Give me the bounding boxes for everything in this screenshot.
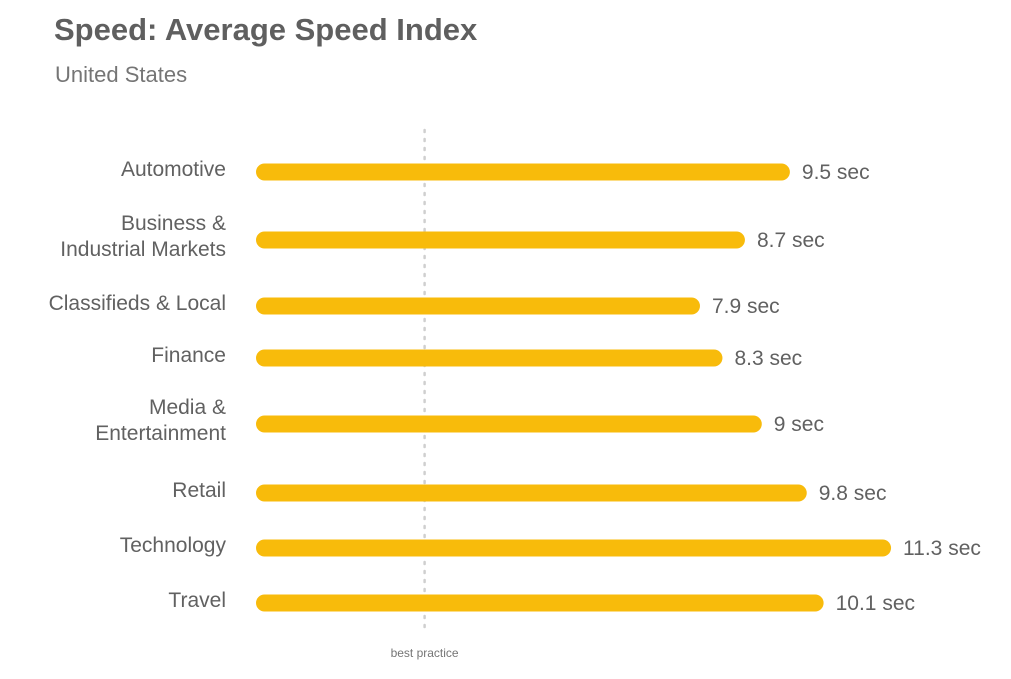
bar-3 — [256, 349, 723, 367]
category-label-6: Technology — [120, 534, 227, 557]
bar-1 — [256, 231, 745, 249]
bar-5 — [256, 484, 807, 502]
category-label-4: Media & Entertainment — [95, 396, 226, 445]
bar-4 — [256, 415, 762, 433]
value-label-5: 9.8 sec — [819, 482, 887, 505]
bar-0 — [256, 163, 790, 181]
chart-title: Speed: Average Speed Index — [54, 12, 478, 47]
value-label-1: 8.7 sec — [757, 229, 825, 252]
best-practice-label: best practice — [391, 646, 459, 660]
value-label-7: 10.1 sec — [836, 592, 915, 615]
category-label-5: Retail — [172, 479, 226, 502]
value-label-4: 9 sec — [774, 413, 824, 436]
bar-7 — [256, 594, 824, 612]
bar-2 — [256, 297, 700, 315]
reference-layer: best practice — [391, 128, 459, 660]
value-label-2: 7.9 sec — [712, 295, 780, 318]
category-label-0: Automotive — [121, 158, 226, 181]
category-label-7: Travel — [168, 589, 226, 612]
category-label-1: Business & Industrial Markets — [60, 212, 226, 261]
category-label-3: Finance — [151, 344, 226, 367]
bar-6 — [256, 539, 892, 557]
category-label-2: Classifieds & Local — [49, 292, 226, 315]
chart-subtitle: United States — [55, 62, 188, 87]
bars-layer — [256, 163, 892, 612]
labels-layer: 9.5 sec Automotive 8.7 sec Business & Indust… — [49, 158, 981, 615]
value-label-0: 9.5 sec — [802, 161, 870, 184]
value-label-6: 11.3 sec — [903, 537, 981, 560]
value-label-3: 8.3 sec — [734, 347, 802, 370]
